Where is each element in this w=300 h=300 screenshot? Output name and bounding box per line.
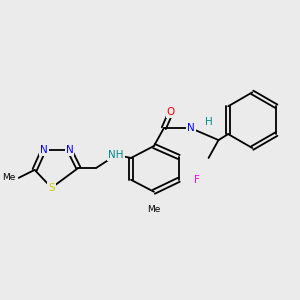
Text: Me: Me [147,205,161,214]
Text: Me: Me [2,173,16,182]
Text: NH: NH [108,150,124,160]
Text: H: H [205,117,212,127]
Text: F: F [194,175,200,185]
Text: N: N [40,145,47,155]
Text: N: N [187,123,195,133]
Text: N: N [66,145,73,155]
Text: S: S [48,183,55,193]
Text: O: O [167,107,175,117]
